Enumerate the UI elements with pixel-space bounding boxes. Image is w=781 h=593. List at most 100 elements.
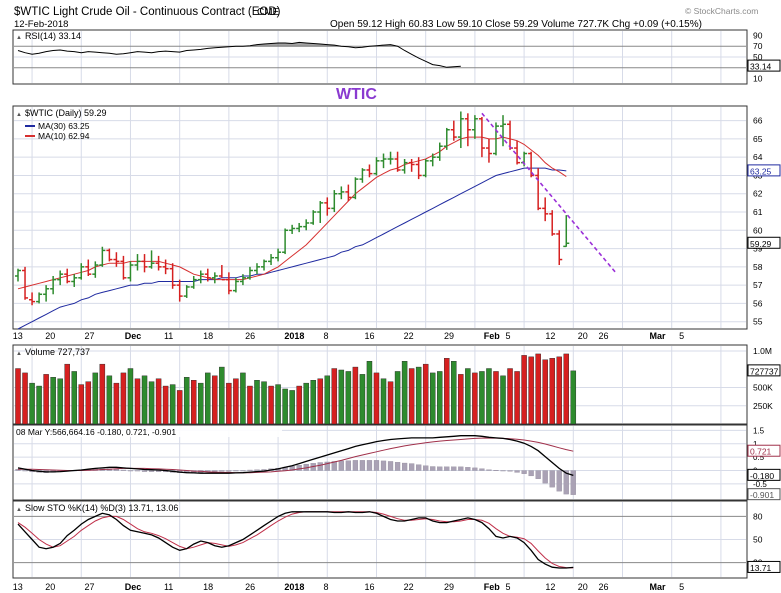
price-bar — [239, 274, 246, 286]
x-axis-label: 5 — [506, 582, 511, 592]
chart-title: $WTIC Light Crude Oil - Continuous Contr… — [14, 6, 281, 18]
x-axis-label: 11 — [164, 582, 173, 592]
price-bar — [275, 248, 282, 262]
x-axis-label: 13 — [13, 582, 23, 592]
price-bar — [22, 266, 29, 300]
price-tick: 64 — [753, 152, 763, 162]
macd-histogram-bar — [437, 466, 443, 471]
volume-collapse-icon: ▲ — [16, 351, 22, 357]
volume-bar — [226, 382, 232, 425]
volume-bar — [99, 363, 106, 425]
volume-bar — [549, 358, 555, 425]
macd-histogram-bar — [141, 470, 148, 472]
price-bar — [190, 275, 197, 289]
price-bar — [317, 201, 324, 223]
volume-bar — [521, 355, 527, 425]
volume-bar — [345, 371, 352, 425]
volume-tick: 250K — [753, 401, 773, 411]
macd-histogram-bar — [359, 460, 366, 471]
volume-bar — [429, 372, 436, 425]
volume-bar — [43, 374, 49, 425]
volume-bar — [282, 388, 288, 425]
macd-tick: 1.5 — [753, 426, 765, 435]
price-bar — [450, 120, 457, 141]
volume-bar — [338, 369, 345, 425]
price-bar — [471, 115, 478, 139]
macd-histogram-bar — [409, 463, 415, 471]
macd-histogram-bar — [444, 466, 450, 471]
price-bar — [352, 177, 359, 200]
volume-bar — [106, 375, 113, 425]
x-axis-label: 22 — [404, 582, 414, 592]
volume-bar — [507, 368, 513, 425]
x-axis-label: 20 — [578, 582, 588, 592]
macd-histogram-bar — [535, 470, 541, 479]
volume-bar — [408, 368, 415, 425]
price-value-label-box — [747, 236, 781, 249]
macd-legend-bg — [14, 426, 282, 437]
price-bar — [422, 159, 429, 178]
sto-value-label: 13.71 — [750, 563, 772, 573]
volume-bar — [296, 385, 302, 425]
volume-bar — [141, 375, 148, 425]
volume-bar — [240, 372, 246, 425]
volume-legend: Volume 727,737 — [25, 347, 90, 357]
volume-bar — [92, 372, 99, 425]
sto-k-line — [17, 511, 574, 569]
price-legend: $WTIC (Daily) 59.29 — [25, 108, 107, 118]
price-panel: 66656463626160595857565563.2559.29▲$WTIC… — [12, 105, 781, 330]
macd-signal-value-label-box — [747, 444, 781, 457]
sto-tick: 80 — [753, 511, 763, 521]
volume-bar — [78, 384, 84, 425]
price-tick: 58 — [753, 262, 763, 272]
macd-histogram-bar — [500, 470, 506, 472]
x-axis-label: Mar — [649, 582, 666, 592]
volume-bar — [162, 385, 169, 425]
volume-bar — [472, 372, 478, 425]
macd-histogram-bar — [380, 460, 387, 471]
volume-bar — [500, 375, 506, 425]
price-bar — [535, 168, 542, 211]
volume-bar — [71, 371, 77, 425]
macd-histogram-bar — [451, 466, 457, 471]
price-tick: 60 — [753, 225, 763, 235]
macd-histogram-bar — [324, 461, 330, 471]
x-axis-label: 26 — [599, 582, 609, 592]
price-bar — [408, 159, 415, 172]
price-bar — [162, 259, 169, 275]
volume-tick: 1.0M — [753, 346, 772, 356]
x-axis-label: 5 — [506, 331, 511, 341]
sto-legend: Slow STO %K(14) %D(3) 13.71, 13.06 — [25, 503, 178, 513]
price-bar — [338, 186, 345, 200]
price-bar — [464, 113, 471, 147]
volume-bar — [415, 366, 422, 425]
macd-histogram-bar — [212, 470, 218, 472]
volume-bar — [317, 378, 323, 425]
x-axis-label: Feb — [484, 582, 501, 592]
x-axis-label: 8 — [324, 331, 329, 341]
x-axis-label: 12 — [545, 331, 555, 341]
price-bar — [268, 254, 275, 266]
volume-bar — [127, 368, 134, 425]
macd-histogram-bar — [430, 466, 436, 471]
volume-bar — [212, 375, 218, 425]
macd-histogram-bar — [563, 470, 569, 495]
x-axis-label: Mar — [649, 331, 666, 341]
volume-bar — [303, 382, 309, 425]
volume-bar — [437, 371, 443, 425]
price-bar — [556, 230, 563, 266]
price-bar — [50, 275, 57, 295]
macd-histogram-bar — [254, 469, 260, 471]
volume-bar — [57, 378, 63, 425]
macd-histogram-bar — [486, 469, 492, 471]
price-bar — [134, 254, 141, 271]
volume-bar — [289, 390, 295, 425]
macd-histogram-bar — [542, 470, 548, 484]
volume-bar — [556, 356, 562, 425]
x-axis-label: 16 — [364, 331, 374, 341]
price-bar — [120, 255, 127, 280]
volume-bar — [366, 361, 373, 425]
x-axis-label: 5 — [679, 582, 684, 592]
volume-bar — [373, 372, 380, 425]
